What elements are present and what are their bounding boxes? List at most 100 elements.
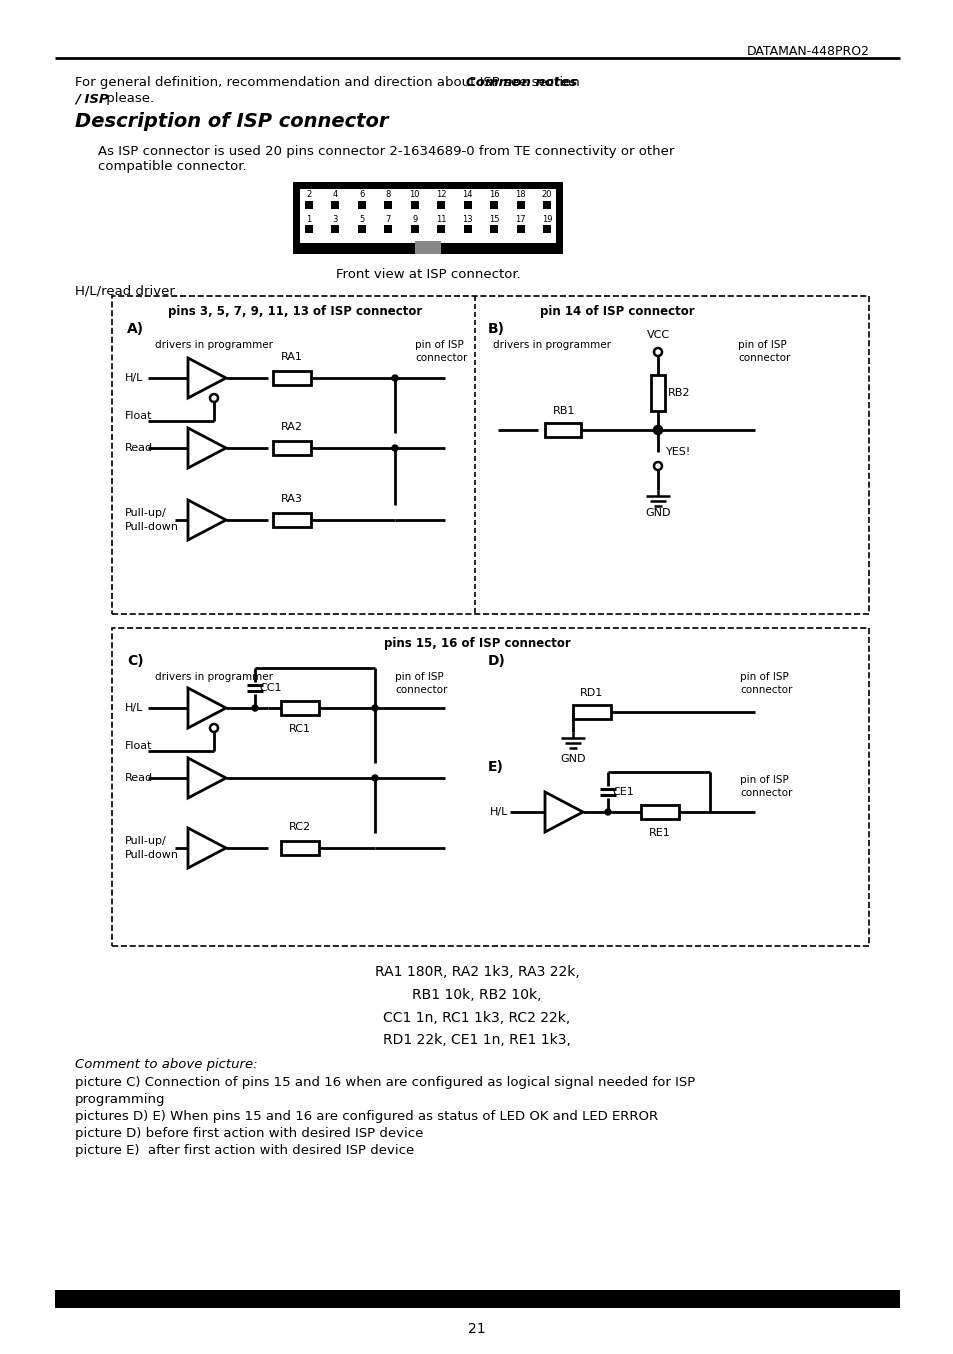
Bar <box>463 225 471 233</box>
Text: / ISP: / ISP <box>75 92 109 106</box>
Bar <box>650 375 664 412</box>
Text: Pull-up/: Pull-up/ <box>125 835 167 846</box>
Circle shape <box>372 774 377 781</box>
Circle shape <box>392 375 397 380</box>
Text: CC1: CC1 <box>258 682 281 693</box>
Text: pictures D) E) When pins 15 and 16 are configured as status of LED OK and LED ER: pictures D) E) When pins 15 and 16 are c… <box>75 1110 658 1122</box>
Text: RB2: RB2 <box>667 389 690 398</box>
Text: 1: 1 <box>306 215 312 223</box>
Bar <box>281 701 318 715</box>
Text: RC1: RC1 <box>289 724 311 734</box>
Bar <box>542 225 551 233</box>
Text: pin of ISP
connector: pin of ISP connector <box>740 774 792 799</box>
Bar <box>299 190 556 242</box>
Circle shape <box>372 705 377 711</box>
Bar <box>436 225 445 233</box>
Bar <box>305 225 313 233</box>
Text: Pull-down: Pull-down <box>125 523 179 532</box>
Text: pin of ISP
connector: pin of ISP connector <box>740 672 792 695</box>
Text: RA1 180R, RA2 1k3, RA3 22k,
RB1 10k, RB2 10k,
CC1 1n, RC1 1k3, RC2 22k,
RD1 22k,: RA1 180R, RA2 1k3, RA3 22k, RB1 10k, RB2… <box>375 965 578 1048</box>
Text: 17: 17 <box>515 215 525 223</box>
Text: pins 15, 16 of ISP connector: pins 15, 16 of ISP connector <box>383 636 570 650</box>
Text: Common notes: Common notes <box>466 76 578 89</box>
Text: 14: 14 <box>462 190 473 199</box>
Text: pin of ISP
connector: pin of ISP connector <box>738 340 789 363</box>
Circle shape <box>604 808 610 815</box>
Text: B): B) <box>488 322 504 336</box>
Text: DATAMAN-448PRO2: DATAMAN-448PRO2 <box>746 45 869 58</box>
Text: drivers in programmer: drivers in programmer <box>154 340 273 349</box>
Polygon shape <box>188 829 226 868</box>
Text: RA3: RA3 <box>281 494 303 504</box>
Text: 4: 4 <box>333 190 337 199</box>
Text: picture D) before first action with desired ISP device: picture D) before first action with desi… <box>75 1127 423 1140</box>
Text: 5: 5 <box>359 215 364 223</box>
Bar <box>331 225 339 233</box>
Text: CE1: CE1 <box>612 787 633 798</box>
Bar <box>463 200 471 209</box>
Text: Float: Float <box>125 412 152 421</box>
Text: Read: Read <box>125 443 153 454</box>
Bar <box>112 297 868 613</box>
Text: 15: 15 <box>488 215 498 223</box>
Circle shape <box>655 427 660 433</box>
Text: GND: GND <box>644 508 670 519</box>
Text: 10: 10 <box>409 190 419 199</box>
Polygon shape <box>188 357 226 398</box>
Text: compatible connector.: compatible connector. <box>98 160 247 173</box>
Bar <box>55 1290 899 1308</box>
Bar <box>436 200 445 209</box>
Text: Comment to above picture:: Comment to above picture: <box>75 1057 257 1071</box>
Text: As ISP connector is used 20 pins connector 2-1634689-0 from TE connectivity or o: As ISP connector is used 20 pins connect… <box>98 145 674 158</box>
Text: A): A) <box>127 322 144 336</box>
Bar <box>112 628 868 946</box>
Text: H/L: H/L <box>125 703 143 714</box>
Polygon shape <box>544 792 582 831</box>
Bar <box>415 241 440 255</box>
Text: pin of ISP
connector: pin of ISP connector <box>395 672 447 695</box>
Bar <box>544 422 580 437</box>
Text: For general definition, recommendation and direction about ISP see section: For general definition, recommendation a… <box>75 76 583 89</box>
Bar <box>490 200 497 209</box>
Text: 7: 7 <box>385 215 391 223</box>
Text: pin 14 of ISP connector: pin 14 of ISP connector <box>539 305 694 318</box>
Text: 6: 6 <box>359 190 364 199</box>
Text: Read: Read <box>125 773 153 783</box>
Bar <box>411 225 418 233</box>
Text: RC2: RC2 <box>289 822 311 831</box>
Bar <box>542 200 551 209</box>
Text: D): D) <box>488 654 505 668</box>
Text: RB1: RB1 <box>553 406 575 416</box>
Circle shape <box>392 445 397 451</box>
Text: E): E) <box>488 760 503 774</box>
Polygon shape <box>188 500 226 540</box>
Text: 2: 2 <box>306 190 312 199</box>
Bar <box>273 371 311 385</box>
Polygon shape <box>188 428 226 468</box>
Text: 19: 19 <box>541 215 552 223</box>
Text: 18: 18 <box>515 190 525 199</box>
Bar <box>273 513 311 527</box>
Text: Pull-down: Pull-down <box>125 850 179 860</box>
Bar <box>357 200 366 209</box>
Text: 20: 20 <box>541 190 552 199</box>
Bar <box>305 200 313 209</box>
Bar <box>293 181 562 255</box>
Text: picture E)  after first action with desired ISP device: picture E) after first action with desir… <box>75 1144 414 1158</box>
Bar <box>357 225 366 233</box>
Text: Pull-up/: Pull-up/ <box>125 508 167 519</box>
Text: 11: 11 <box>436 215 446 223</box>
Text: 12: 12 <box>436 190 446 199</box>
Polygon shape <box>188 758 226 798</box>
Polygon shape <box>188 688 226 728</box>
Text: pins 3, 5, 7, 9, 11, 13 of ISP connector: pins 3, 5, 7, 9, 11, 13 of ISP connector <box>168 305 421 318</box>
Bar <box>411 200 418 209</box>
Text: Description of ISP connector: Description of ISP connector <box>75 112 388 131</box>
Bar <box>490 225 497 233</box>
Text: 3: 3 <box>333 215 337 223</box>
Bar <box>281 841 318 854</box>
Bar <box>640 806 679 819</box>
Text: drivers in programmer: drivers in programmer <box>493 340 610 349</box>
Text: H/L: H/L <box>125 372 143 383</box>
Text: 13: 13 <box>462 215 473 223</box>
